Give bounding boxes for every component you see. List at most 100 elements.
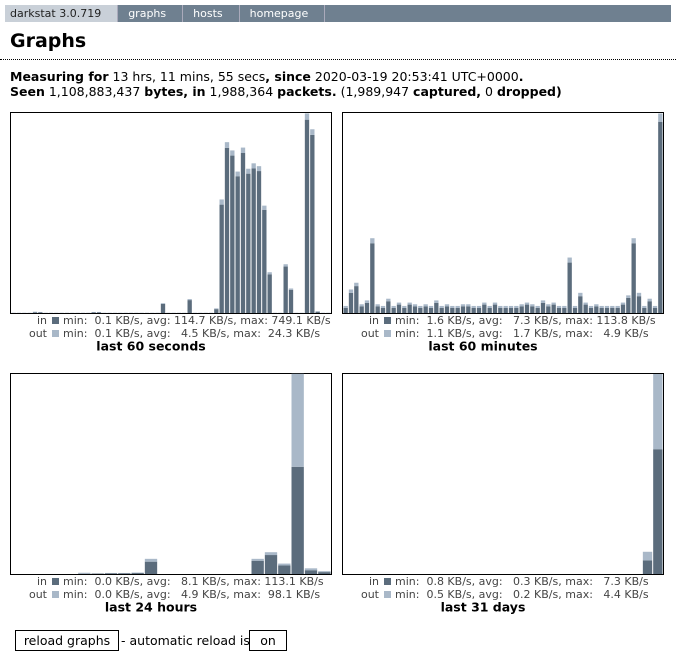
bar-in [455, 307, 460, 313]
bar-in [230, 155, 235, 313]
bar-out [343, 305, 348, 308]
bar-in [386, 301, 391, 313]
bar-in [460, 306, 466, 313]
bar-in [647, 301, 652, 313]
auto-reload-toggle[interactable]: on [249, 630, 287, 651]
bar-out [439, 305, 444, 308]
bar-in [519, 306, 524, 313]
bar-in [219, 204, 224, 313]
bar-out [278, 563, 291, 566]
graph-frame [342, 373, 664, 575]
legend-swatch [384, 330, 391, 337]
bar-out [264, 552, 278, 556]
bar-in [615, 307, 620, 313]
bar-in [578, 296, 583, 313]
bar-in [187, 300, 192, 313]
legend-label: out [361, 588, 380, 601]
bar-out [91, 311, 96, 313]
bar-in [315, 311, 320, 313]
bar-out [364, 300, 370, 303]
bar-out [551, 302, 556, 305]
summary-label: captured, [413, 84, 482, 99]
bar-out [224, 142, 230, 148]
summary-value: 13 hrs, 11 mins, 55 secs [112, 69, 266, 84]
bar-in [653, 449, 663, 574]
bar-in [588, 307, 594, 313]
bar-out [615, 305, 620, 308]
bar-out [482, 302, 487, 305]
nav-link[interactable]: hosts [183, 5, 240, 22]
legend-swatch [52, 578, 59, 585]
bar-in [91, 312, 96, 313]
bar-out [535, 305, 540, 308]
bar-in [498, 307, 503, 313]
bar-out [396, 302, 402, 305]
bar-out [487, 305, 492, 308]
bar-out [230, 150, 235, 156]
bar-in [652, 307, 658, 313]
bar-out [594, 304, 599, 307]
summary-label: Measuring for [10, 69, 109, 84]
bar-in [131, 573, 144, 574]
bar-out [96, 311, 102, 313]
nav-link[interactable]: homepage [240, 5, 326, 22]
bar-out [498, 305, 503, 308]
bar-in [562, 307, 567, 313]
legend-swatch [52, 591, 59, 598]
bar-in [246, 173, 251, 313]
bar-out [610, 305, 615, 308]
bar-out [647, 298, 652, 302]
bar-in [251, 168, 256, 313]
legend-swatch [384, 578, 391, 585]
bar-out [653, 374, 663, 450]
bar-in [38, 312, 43, 313]
bar-out [267, 272, 272, 275]
bar-out [251, 558, 264, 561]
bar-in [428, 307, 434, 313]
bar-in [514, 307, 519, 313]
bar-out [626, 295, 631, 298]
bar-in [304, 570, 318, 574]
summary-label: , since [265, 69, 311, 84]
bar-in [391, 307, 396, 313]
legend-swatch [52, 317, 59, 324]
bar-in [530, 306, 535, 313]
title-rule [0, 59, 676, 60]
bar-out [354, 282, 359, 287]
bar-out [476, 305, 482, 308]
legend-label: out [29, 588, 48, 601]
bar-out [620, 302, 626, 305]
bar-in [370, 243, 375, 313]
nav-link[interactable]: graphs [118, 5, 184, 22]
bar-in [524, 304, 530, 313]
bar-out [380, 305, 386, 308]
bar-in [508, 307, 514, 313]
bar-in [304, 119, 310, 313]
bar-in [32, 312, 38, 313]
legend-swatch [384, 317, 391, 324]
bar-in [642, 560, 653, 574]
reload-button[interactable]: reload graphs [15, 630, 119, 651]
bar-out [578, 292, 583, 297]
bar-out [315, 311, 320, 312]
legend-stats: min: 0.8 KB/s, avg: 0.3 KB/s, max: 7.3 K… [395, 575, 649, 588]
summary-line: Measuring for 13 hrs, 11 mins, 55 secs, … [10, 69, 523, 84]
bar-out [428, 305, 434, 308]
bar-in [380, 307, 386, 313]
summary-line: Seen 1,108,883,437 bytes, in 1,988,364 p… [10, 84, 562, 99]
bar-out [636, 292, 642, 297]
bar-in [96, 312, 102, 313]
bar-in [482, 304, 487, 313]
bar-in [278, 565, 291, 574]
graph-frame [10, 112, 332, 314]
bar-in [450, 307, 455, 313]
bar-out [386, 298, 391, 302]
bar-in [594, 306, 599, 313]
legend-stats: min: 0.0 KB/s, avg: 4.9 KB/s, max: 98.1 … [63, 588, 320, 601]
bar-in [291, 466, 304, 574]
bar-in [256, 171, 262, 313]
bar-in [466, 306, 471, 313]
bar-out [283, 264, 288, 267]
